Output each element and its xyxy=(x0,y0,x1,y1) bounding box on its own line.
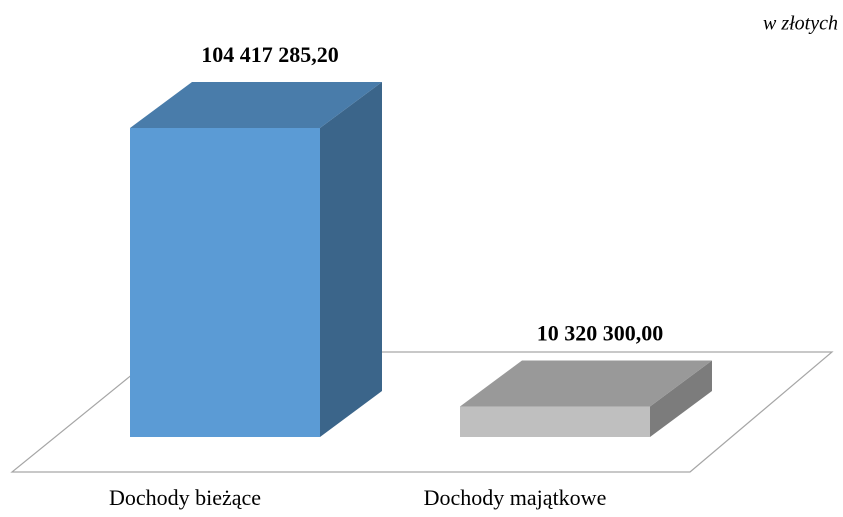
value-label: 10 320 300,00 xyxy=(537,321,664,346)
bar-side xyxy=(650,360,712,437)
unit-annotation: w złotych xyxy=(763,13,838,35)
bar-front xyxy=(130,128,320,437)
bar-front xyxy=(460,406,650,437)
bar-top xyxy=(130,82,382,128)
bar-side xyxy=(320,82,382,437)
bar-top xyxy=(460,360,712,407)
category-label: Dochody bieżące xyxy=(109,485,261,510)
value-label: 104 417 285,20 xyxy=(201,42,339,67)
category-label: Dochody majątkowe xyxy=(424,485,607,510)
